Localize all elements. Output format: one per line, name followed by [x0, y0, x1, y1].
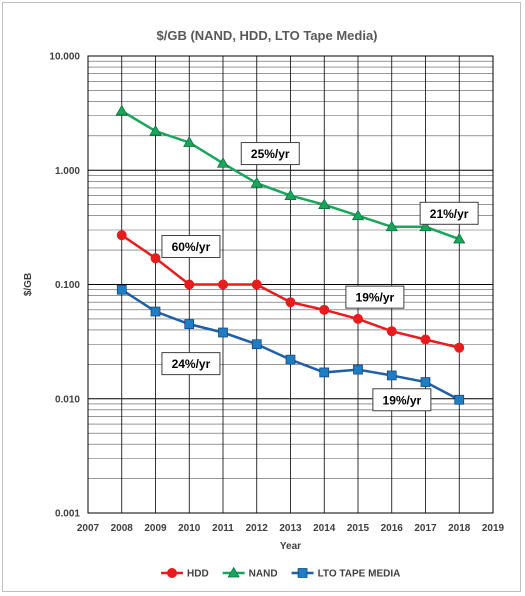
annotation-box — [372, 388, 432, 412]
x-tick-label: 2016 — [381, 523, 404, 534]
chart-svg: $/GB (NAND, HDD, LTO Tape Media) 10.0001… — [23, 28, 505, 580]
nand-data-point — [216, 157, 230, 168]
hdd-data-point — [150, 253, 161, 264]
x-tick-label: 2010 — [178, 523, 201, 534]
y-axis-label: $/GB — [23, 273, 34, 296]
y-tick-label: 1.000 — [55, 166, 80, 177]
nand-data-point — [115, 104, 128, 116]
annotation-label: 60%/yr — [172, 240, 211, 254]
hdd-data-point — [251, 279, 262, 290]
annotation-box — [419, 201, 479, 225]
x-tick-label: 2007 — [77, 523, 100, 534]
x-tick-label: 2011 — [212, 523, 234, 534]
series-layer — [115, 104, 466, 405]
tape-data-point — [319, 367, 330, 378]
x-tick-label: 2008 — [111, 523, 134, 534]
x-tick-label: 2012 — [246, 523, 269, 534]
hdd-data-point — [218, 279, 228, 290]
chart-frame: $/GB (NAND, HDD, LTO Tape Media) 10.000 1… — [2, 2, 521, 592]
tape-data-point — [297, 568, 308, 578]
x-tick-label: 2009 — [144, 523, 167, 534]
y-tick-label: 10.000 — [49, 52, 80, 63]
annotation-label: 19%/yr — [356, 291, 395, 305]
tape-data-point — [251, 339, 262, 350]
annotation-box — [240, 142, 300, 166]
annotation-label: 25%/yr — [251, 147, 290, 161]
y-tick-label: 0.010 — [55, 394, 80, 405]
hdd-data-point — [116, 230, 127, 241]
tape-data-point — [285, 354, 296, 365]
nand-data-point — [149, 124, 162, 136]
tape-data-point — [184, 319, 195, 329]
nand-data-point — [183, 136, 196, 147]
legend-label-nand: NAND — [249, 569, 278, 580]
x-tick-label: 2013 — [279, 523, 302, 534]
nand-data-point — [227, 566, 240, 578]
tape-data-point — [454, 394, 465, 405]
nand-data-point — [419, 220, 432, 232]
annotation-box — [345, 285, 405, 309]
hdd-data-point — [386, 326, 397, 337]
x-tick-label: 2015 — [347, 523, 370, 534]
x-tick-label: 2014 — [313, 523, 336, 534]
y-axis-ticks: 10.000 1.000 0.100 0.010 0.001 — [49, 52, 80, 520]
hdd-data-point — [184, 279, 195, 290]
nand-data-point — [284, 189, 297, 200]
y-tick-label: 0.001 — [55, 509, 80, 520]
hdd-data-point — [420, 334, 431, 345]
tape-data-point — [386, 370, 397, 381]
annotation-layer: 25%/yr 21%/yr 60%/yr 19%/yr 24%/yr 19%/yr — [161, 142, 479, 412]
tape-data-point — [353, 364, 363, 375]
x-axis-label: Year — [280, 541, 301, 552]
grid-lines — [87, 56, 494, 514]
hdd-data-point — [454, 342, 465, 353]
x-axis-ticks: 2007 2008 2009 2010 2011 2012 2013 2014 2015 2016… — [77, 523, 505, 534]
nand-data-point — [250, 177, 263, 188]
tape-data-point — [150, 306, 161, 317]
x-tick-label: 2019 — [482, 523, 505, 534]
x-tick-label: 2017 — [414, 523, 437, 534]
chart-legend: HDD NAND LTO TAPE MEDIA — [161, 566, 401, 580]
tape-data-point — [218, 327, 228, 338]
y-tick-label: 0.100 — [55, 280, 80, 291]
hdd-data-point — [167, 568, 177, 578]
annotation-label: 21%/yr — [430, 207, 469, 221]
nand-data-point — [453, 232, 466, 244]
annotation-label: 24%/yr — [172, 357, 211, 371]
hdd-data-point — [285, 297, 296, 308]
annotation-label: 19%/yr — [383, 393, 422, 407]
legend-label-lto-tape-media: LTO TAPE MEDIA — [318, 569, 401, 580]
legend-label-hdd: HDD — [187, 569, 209, 580]
nand-data-point — [385, 220, 398, 232]
plot-area-border — [87, 55, 494, 514]
hdd-data-point — [319, 304, 330, 315]
annotation-box — [161, 235, 221, 259]
annotation-box — [161, 352, 221, 376]
hdd-data-point — [353, 313, 363, 324]
x-tick-label: 2018 — [448, 523, 471, 534]
chart-title: $/GB (NAND, HDD, LTO Tape Media) — [156, 28, 377, 43]
tape-data-point — [420, 377, 431, 387]
tape-data-point — [116, 284, 127, 295]
nand-data-point — [351, 209, 365, 221]
nand-data-point — [318, 198, 331, 209]
